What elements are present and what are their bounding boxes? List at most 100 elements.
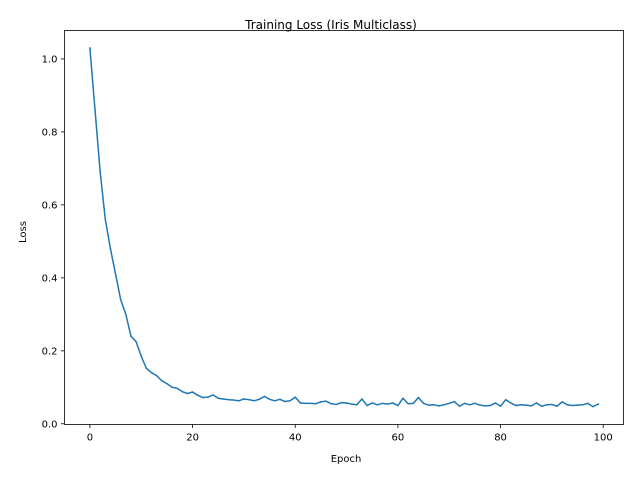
x-tick-label: 80	[494, 433, 507, 444]
data-point	[176, 387, 178, 390]
data-point	[453, 400, 456, 403]
data-point	[407, 402, 409, 405]
data-point	[443, 404, 445, 406]
data-point	[381, 402, 384, 405]
x-tick-label: 40	[289, 433, 302, 444]
data-point	[366, 404, 368, 407]
data-point	[227, 398, 230, 401]
data-point	[504, 398, 507, 401]
data-point	[535, 402, 538, 404]
data-point	[566, 404, 569, 406]
data-point	[166, 382, 168, 385]
data-point	[196, 394, 199, 397]
data-point	[253, 400, 255, 402]
y-tick-label: 0.6	[42, 200, 58, 211]
data-point	[510, 402, 512, 404]
data-point	[243, 398, 245, 400]
data-point	[330, 402, 332, 405]
data-point	[402, 397, 404, 399]
data-point	[130, 335, 132, 337]
y-axis-label: Loss	[18, 221, 29, 243]
data-point	[114, 273, 117, 275]
data-point	[350, 403, 353, 405]
chart-title: Training Loss (Iris Multiclass)	[244, 18, 417, 32]
x-axis-label: Epoch	[331, 454, 362, 465]
data-point	[433, 404, 435, 406]
data-point	[299, 402, 302, 404]
data-point	[581, 404, 584, 406]
data-point	[546, 404, 548, 406]
data-point	[145, 367, 148, 370]
data-point	[515, 404, 517, 407]
x-axis-ticks: 0 20 40 60 80 100	[87, 424, 613, 444]
x-tick-label: 20	[186, 433, 199, 444]
series-layer	[89, 47, 600, 408]
data-point	[438, 405, 440, 407]
data-point	[191, 391, 194, 393]
data-point	[109, 247, 112, 250]
data-point	[458, 405, 461, 408]
data-point	[484, 405, 486, 407]
data-point	[89, 47, 91, 49]
data-point	[232, 399, 235, 401]
data-point	[212, 394, 214, 396]
data-point	[422, 402, 425, 405]
data-point	[576, 404, 579, 406]
data-point	[556, 405, 558, 408]
data-point	[587, 402, 589, 405]
data-point	[397, 404, 399, 407]
data-point	[207, 396, 209, 398]
data-point	[356, 404, 358, 406]
data-point	[412, 402, 415, 405]
x-tick-label: 0	[87, 433, 93, 444]
data-point	[320, 401, 322, 403]
data-point	[284, 400, 286, 403]
plot-frame	[64, 30, 624, 425]
data-point	[258, 398, 261, 401]
data-point	[335, 403, 338, 406]
data-point	[479, 404, 481, 406]
data-point	[417, 396, 420, 399]
data-point	[315, 402, 317, 405]
data-point	[273, 400, 276, 402]
data-point	[94, 109, 96, 111]
data-point	[345, 402, 348, 404]
y-tick-label: 0.4	[42, 273, 58, 284]
data-point	[125, 313, 127, 316]
data-point	[540, 405, 543, 408]
data-point	[371, 402, 373, 404]
data-point	[386, 403, 389, 405]
data-point	[520, 404, 522, 406]
data-point	[279, 398, 281, 401]
data-point	[551, 403, 553, 406]
data-point	[104, 218, 107, 221]
y-tick-label: 0.2	[42, 346, 58, 357]
data-point	[309, 402, 312, 405]
data-point	[597, 403, 599, 405]
data-point	[217, 397, 219, 399]
data-point	[571, 404, 574, 407]
data-point	[561, 401, 563, 403]
data-point	[361, 398, 363, 400]
data-point	[99, 171, 101, 173]
data-point	[499, 405, 502, 408]
data-point	[376, 404, 379, 406]
data-point	[530, 405, 533, 407]
data-point	[186, 392, 189, 395]
data-point	[340, 401, 343, 404]
data-point	[392, 402, 394, 404]
y-tick-label: 0.0	[42, 419, 58, 430]
data-point	[202, 396, 204, 399]
data-point	[140, 355, 142, 358]
data-point	[171, 386, 173, 389]
data-point	[150, 371, 153, 374]
data-point	[119, 298, 122, 301]
y-tick-label: 1.0	[42, 54, 58, 65]
data-point	[448, 402, 450, 405]
data-point	[263, 395, 266, 398]
y-tick-label: 0.8	[42, 127, 58, 138]
data-point	[325, 400, 327, 402]
data-point	[474, 402, 476, 405]
data-point	[592, 405, 594, 408]
